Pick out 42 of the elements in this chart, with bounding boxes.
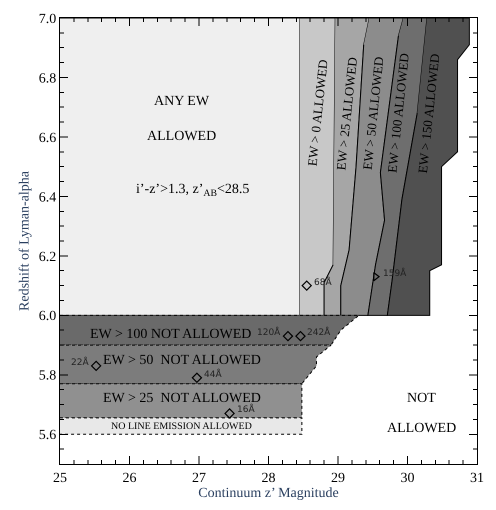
x-tick-label: 31 — [470, 470, 484, 486]
x-tick-label: 29 — [331, 470, 345, 486]
annotation: EW > 100 ALLOWED — [384, 52, 412, 174]
x-tick-label: 25 — [53, 470, 67, 486]
point — [373, 272, 380, 282]
y-tick-label: 6.4 — [38, 190, 56, 206]
x-axis-title: Continuum z’ Magnitude — [198, 486, 339, 502]
x-tick-label: 28 — [262, 470, 276, 486]
annotation: 242Å — [307, 326, 332, 338]
annotation: EW > 150 ALLOWED — [414, 52, 442, 174]
annotation: EW > 100 NOT ALLOWED — [90, 327, 252, 342]
annotation: ALLOWED — [387, 421, 456, 436]
annotation: NO LINE EMISSION ALLOWED — [111, 421, 252, 432]
y-axis-title: Redshift of Lyman-alpha — [17, 170, 32, 311]
y-tick-label: 5.6 — [38, 428, 56, 444]
x-tick-label: 30 — [400, 470, 414, 486]
y-tick-label: 6.2 — [38, 250, 56, 265]
x-tick-label: 27 — [192, 470, 206, 486]
annotation: EW > 25 ALLOWED — [333, 56, 360, 171]
annotation: i’-z’>1.3, z’$_{AB}$<28.5 — [136, 182, 250, 199]
y-tick-label: 5.8 — [38, 368, 56, 384]
y-tick-label: 6.8 — [38, 71, 56, 86]
y-tick-label: 7.0 — [38, 12, 56, 27]
annotation: 22Å — [71, 356, 90, 368]
point — [192, 372, 202, 383]
annotation: NOT — [407, 391, 436, 406]
x-tick-label: 26 — [122, 470, 136, 486]
y-tick-label: 6.6 — [38, 130, 56, 146]
annotation: 16Å — [237, 403, 256, 415]
point — [90, 360, 102, 372]
annotation: EW > 0 ALLOWED — [304, 58, 331, 167]
annotation: ALLOWED — [147, 129, 216, 144]
annotation: ANY EW — [154, 94, 210, 109]
point — [302, 280, 312, 291]
annotation: EW > 50 NOT ALLOWED — [103, 353, 261, 368]
annotation: EW > 50 ALLOWED — [360, 56, 387, 170]
annotation: 44Å — [204, 368, 222, 380]
point — [295, 331, 306, 342]
point — [224, 408, 235, 419]
annotation: 120Å — [257, 326, 282, 338]
y-tick-label: 6.0 — [38, 309, 56, 324]
point — [282, 331, 294, 342]
